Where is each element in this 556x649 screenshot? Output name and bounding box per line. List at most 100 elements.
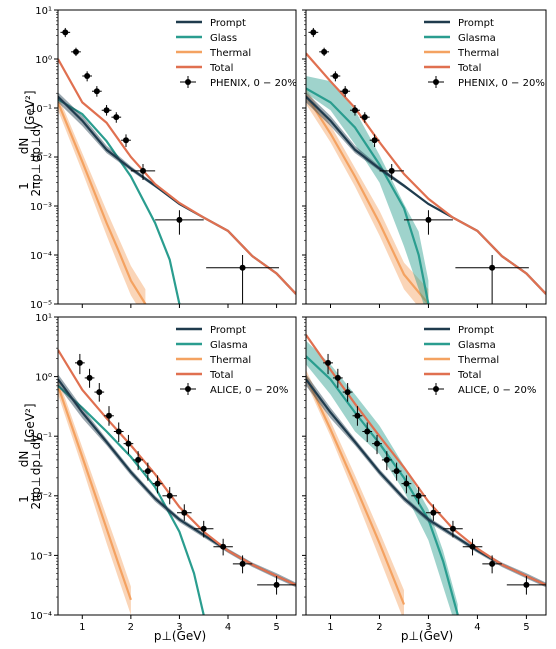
data-point-marker: [93, 88, 100, 95]
ylabel-unit-bottom: [GeV²]: [23, 403, 37, 442]
legend-label: Glasma: [210, 340, 248, 351]
data-point: [111, 112, 122, 123]
data-point-marker: [125, 440, 132, 447]
legend-label: ALICE, 0 − 20%: [210, 385, 288, 396]
data-point: [391, 462, 402, 481]
data-point: [194, 520, 214, 538]
legend-label: PHENIX, 0 − 20%: [210, 78, 297, 89]
data-point: [342, 383, 353, 402]
data-point: [104, 406, 114, 426]
data-point-marker: [415, 492, 422, 499]
ylabel-deriv-den-bottom: dp⊥dy: [29, 435, 43, 475]
legend-label: Glasma: [458, 340, 496, 351]
plot-area: [58, 27, 296, 304]
legend: Prompt Glasma Thermal Total ALICE, 0 − 20%: [176, 325, 288, 396]
legend-label: ALICE, 0 − 20%: [458, 385, 536, 396]
plot-area: [306, 334, 546, 615]
legend-label: Total: [457, 63, 481, 74]
legend: Prompt Glasma Thermal Total PHENIX, 0 − 20%: [424, 18, 545, 89]
x-tick-label: 3: [176, 622, 182, 633]
y-axis-label-bottom: 1 2πp⊥ dN dp⊥dy [GeV²]: [17, 403, 43, 509]
data-point-marker: [84, 72, 91, 79]
data-point-marker: [449, 525, 456, 532]
data-point-marker: [364, 428, 371, 435]
x-tick-label: 1: [79, 622, 85, 633]
data-point: [177, 504, 192, 521]
series-line-glasma: [306, 355, 459, 615]
x-tick-label: 2: [128, 622, 134, 633]
data-point: [155, 210, 204, 235]
y-tick-label: 10⁻⁴: [30, 611, 52, 622]
y-tick-label: 10⁰: [35, 373, 52, 384]
legend-key-marker: [433, 79, 439, 85]
data-point: [352, 406, 363, 426]
data-point-marker: [351, 107, 358, 114]
data-point: [113, 422, 124, 442]
y-tick-label: 10⁻³: [30, 202, 52, 213]
data-point: [372, 434, 382, 455]
series-line-total: [58, 349, 296, 586]
series-line-total: [58, 58, 296, 295]
y-tick-label: 10⁻¹: [30, 432, 52, 443]
data-point-marker: [489, 560, 496, 567]
series-band-glasma: [306, 340, 458, 615]
series-line-glasma: [58, 384, 205, 615]
y-axis-label: 1 2πp⊥ dN dp⊥dy [GeV²]: [17, 90, 43, 196]
data-point-marker: [469, 543, 476, 550]
data-point-marker: [86, 374, 93, 381]
data-point: [82, 71, 92, 82]
data-point-marker: [166, 492, 173, 499]
series-line-thermal: [58, 101, 147, 304]
legend: Prompt Glass Thermal Total PHENIX, 0 − 20%: [176, 18, 297, 89]
data-point: [84, 368, 95, 388]
data-point-marker: [403, 480, 410, 487]
x-tick-label: 2: [376, 622, 382, 633]
data-point-marker: [273, 581, 280, 588]
data-point: [121, 134, 131, 147]
ylabel-deriv-num-bottom: dN: [17, 451, 31, 468]
ylabel-deriv-num: dN: [17, 138, 31, 155]
data-point: [482, 555, 502, 574]
data-point: [443, 520, 463, 538]
legend-label: Prompt: [210, 18, 246, 29]
axes-frame: [305, 316, 547, 616]
data-point: [75, 353, 85, 375]
x-tick-label: 5: [273, 622, 279, 633]
legend-key-marker: [185, 79, 191, 85]
data-point-marker: [76, 359, 83, 366]
data-point-marker: [200, 525, 207, 532]
xlabel-right: p⊥(GeV): [401, 629, 453, 643]
legend-label: Prompt: [458, 18, 494, 29]
legend-label: Total: [457, 370, 481, 381]
data-point-marker: [154, 480, 161, 487]
data-point: [411, 487, 426, 505]
ylabel-frac-den: 2πp⊥: [29, 164, 43, 197]
legend-label: Thermal: [457, 355, 499, 366]
series-band-thermal: [58, 377, 131, 615]
legend-label: PHENIX, 0 − 20%: [458, 78, 545, 89]
data-point: [340, 86, 351, 97]
data-point-marker: [374, 440, 381, 447]
series-line-total: [306, 52, 546, 295]
data-point-marker: [103, 107, 110, 114]
y-tick-label: 10⁻⁴: [30, 251, 52, 262]
plot-area: [306, 27, 546, 304]
data-point-marker: [123, 137, 129, 144]
data-point-marker: [344, 389, 351, 396]
data-point: [462, 538, 483, 556]
panel-bottom-left: 1 2 3 4 5 10⁻⁴ 10⁻³ 10⁻² 10⁻¹ 10⁰ 10¹ Prompt Glasma T…: [30, 313, 297, 633]
data-point: [143, 462, 153, 481]
data-point: [257, 576, 296, 595]
data-point: [130, 163, 156, 180]
y-tick-label: 10⁻²: [30, 492, 52, 503]
data-point: [362, 422, 373, 442]
panel-top-right: Prompt Glasma Thermal Total PHENIX, 0 − 20%: [302, 9, 547, 308]
data-point: [101, 105, 112, 116]
data-point: [455, 255, 529, 304]
data-point-marker: [115, 428, 122, 435]
data-point-marker: [371, 137, 378, 144]
legend-label: Thermal: [209, 355, 251, 366]
axes-frame: [57, 9, 297, 305]
data-point: [308, 27, 319, 38]
data-point-marker: [334, 374, 341, 381]
